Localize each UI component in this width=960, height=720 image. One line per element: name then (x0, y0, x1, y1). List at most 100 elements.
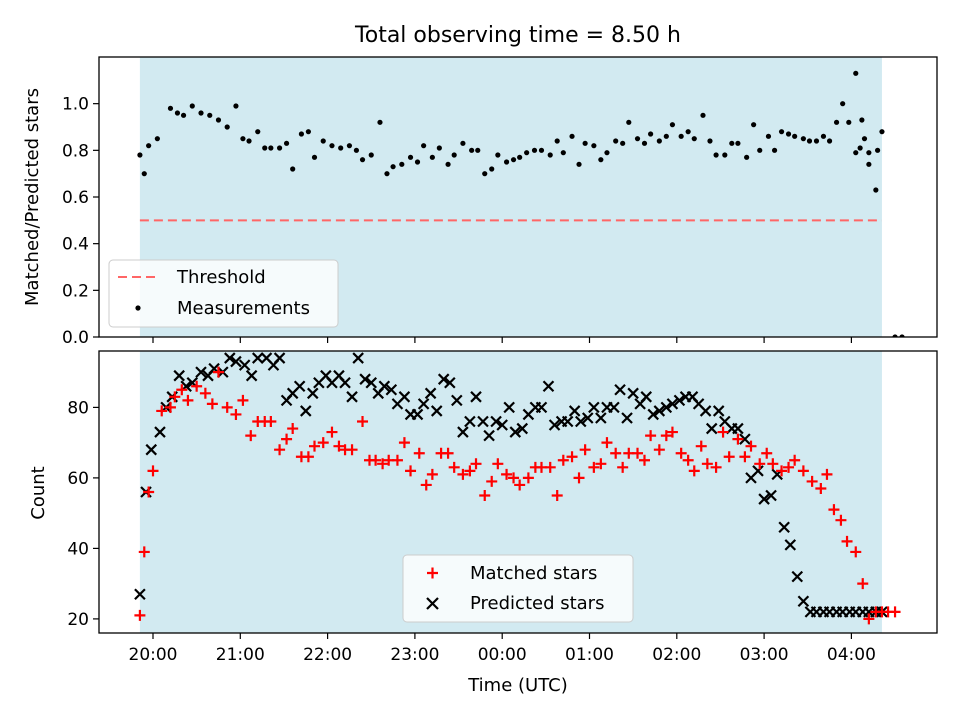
matched-star-marker (776, 465, 788, 477)
measurement-point (757, 147, 763, 153)
matched-star-marker (632, 447, 644, 459)
matched-star-marker (391, 454, 403, 466)
matched-star-marker (370, 454, 382, 466)
measurement-point (246, 138, 252, 144)
x-axis-label: Time (UTC) (467, 675, 568, 696)
measurement-point (604, 150, 610, 156)
matched-star-marker (723, 451, 735, 463)
measurement-point (778, 129, 785, 135)
matched-star-marker (717, 426, 729, 438)
measurement-point (569, 133, 575, 139)
predicted-star-marker (666, 398, 679, 410)
matched-star-marker (653, 444, 665, 456)
measurement-point (873, 187, 879, 193)
measurement-point (224, 124, 230, 130)
measurement-point (495, 152, 501, 158)
measurement-point (414, 159, 421, 165)
measurement-point (180, 112, 187, 118)
legend-matched-label: Matched stars (470, 563, 597, 584)
predicted-star-marker (752, 465, 764, 477)
matched-star-marker (199, 387, 211, 399)
measurement-point (167, 105, 174, 111)
predicted-star-marker (673, 394, 686, 407)
measurement-point (866, 150, 872, 156)
measurement-point (384, 171, 390, 177)
measurement-point (320, 138, 326, 144)
measurement-point (707, 138, 713, 144)
y-tick-label: 80 (67, 398, 89, 418)
matched-star-marker (486, 475, 498, 487)
measurement-point (198, 110, 204, 116)
predicted-star-marker (561, 415, 574, 428)
predicted-star-marker (496, 419, 508, 431)
measurement-point (800, 136, 806, 142)
measurement-point (771, 147, 778, 153)
predicted-star-marker (359, 373, 371, 385)
measurement-point (451, 152, 457, 158)
predicted-star-marker (245, 369, 258, 382)
matched-star-marker (317, 437, 329, 449)
matched-star-marker (767, 458, 779, 470)
matched-star-marker (638, 454, 650, 466)
measurement-point (820, 133, 827, 139)
predicted-star-marker (306, 387, 319, 400)
matched-star-marker (815, 482, 827, 494)
predicted-star-marker (542, 380, 555, 393)
predicted-star-marker (411, 408, 424, 421)
matched-star-marker (710, 461, 722, 473)
measurement-point (656, 138, 662, 144)
predicted-star-marker (145, 443, 158, 456)
matched-star-marker (789, 454, 801, 466)
measurement-point (298, 131, 305, 137)
measurement-point (806, 138, 813, 144)
predicted-star-marker (352, 352, 364, 364)
measurement-point (879, 129, 885, 135)
measurement-point (517, 154, 523, 160)
measurement-point (729, 140, 735, 146)
predicted-star-marker (765, 489, 777, 502)
matched-star-marker (420, 479, 432, 491)
measurement-point (137, 152, 143, 158)
matched-star-marker (501, 468, 513, 480)
measurement-point (833, 119, 840, 125)
measurement-point (735, 140, 741, 146)
axes-frame (98, 350, 938, 634)
predicted-star-marker (621, 412, 633, 424)
measurement-point (765, 133, 772, 139)
y-tick-label: 0.4 (62, 235, 89, 255)
matched-star-marker (514, 479, 526, 491)
measurement-point (377, 119, 383, 125)
predicted-star-marker (739, 433, 751, 445)
measurement-point (685, 129, 691, 135)
matched-star-marker (828, 504, 840, 516)
measurement-point (189, 103, 195, 109)
count-panel: 20 40 60 80 20:00 21:00 22:00 23:00 00:00 01:00 02… (67, 350, 938, 665)
measurement-point (305, 129, 311, 135)
measurement-point (154, 136, 160, 142)
predicted-star-marker (548, 419, 561, 431)
measurement-point (751, 122, 757, 128)
matched-star-marker (176, 384, 188, 396)
measurement-point (785, 131, 792, 137)
predicted-star-marker (293, 380, 306, 393)
predicted-star-marker (647, 408, 660, 421)
measurement-point (861, 136, 868, 142)
predicted-star-marker (477, 415, 489, 428)
legend-matched-swatch (427, 567, 438, 579)
x-tick-label: 03:00 (740, 645, 789, 665)
matched-star-marker (470, 458, 482, 470)
predicted-star-marker (535, 401, 548, 414)
matched-star-marker (492, 458, 504, 470)
legend-box (108, 259, 339, 328)
matched-star-marker (797, 465, 809, 477)
predicted-star-marker (614, 383, 626, 396)
matched-star-marker (357, 416, 369, 427)
measurement-point (290, 166, 296, 172)
matched-star-marker (346, 444, 358, 456)
predicted-star-marker (195, 366, 207, 378)
predicted-star-marker (595, 412, 607, 424)
matched-star-marker (579, 444, 591, 456)
measurement-point (482, 171, 488, 177)
predicted-star-marker (797, 595, 810, 608)
